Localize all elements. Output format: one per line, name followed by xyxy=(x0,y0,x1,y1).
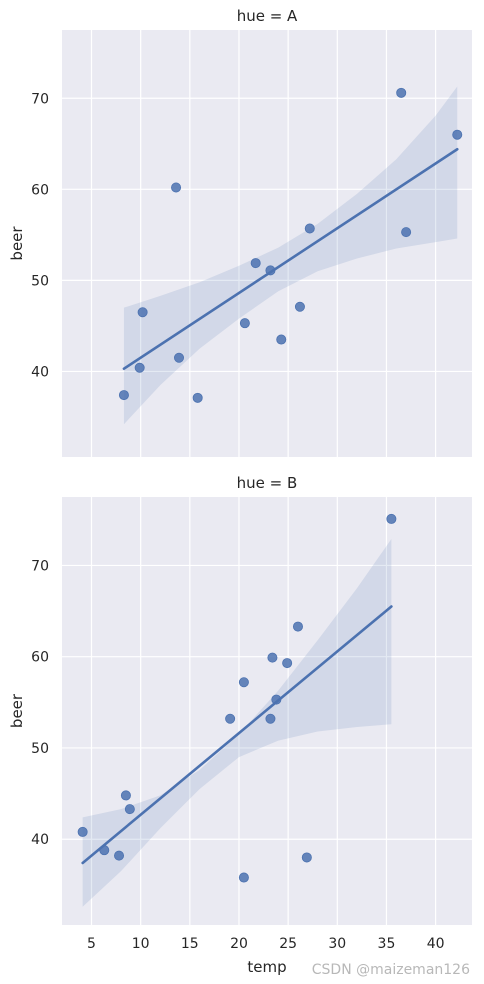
data-point xyxy=(225,713,236,724)
data-point xyxy=(137,307,148,318)
regression-line xyxy=(122,147,459,370)
panel-1: 40 50 60 70 hue = A beer xyxy=(8,7,472,457)
x-tick-label: 5 xyxy=(87,936,96,952)
data-point xyxy=(239,318,250,329)
x-tick-label: 30 xyxy=(328,936,346,952)
data-point xyxy=(452,129,463,140)
data-point xyxy=(401,227,412,238)
y-tick-label: 70 xyxy=(31,91,49,107)
x-tick-label: 20 xyxy=(230,936,248,952)
x-tick-label: 40 xyxy=(427,936,445,952)
confidence-band xyxy=(123,86,458,425)
data-point xyxy=(124,804,135,815)
confidence-band xyxy=(82,538,392,907)
panel-2: 40 50 60 70 hue = B beer xyxy=(8,474,472,925)
y-axis-label: beer xyxy=(8,693,26,728)
data-point xyxy=(120,790,131,801)
x-axis-label: temp xyxy=(247,958,286,976)
y-tick-label: 60 xyxy=(31,182,49,198)
data-point xyxy=(265,713,276,724)
data-point xyxy=(386,513,397,524)
y-tick-label: 60 xyxy=(31,650,49,666)
data-point xyxy=(301,852,312,863)
y-tick-label: 50 xyxy=(31,273,49,289)
plot-area xyxy=(62,30,472,457)
data-point xyxy=(267,652,278,663)
data-point xyxy=(192,392,203,403)
panel-title: hue = B xyxy=(237,474,298,492)
y-tick-label: 70 xyxy=(31,558,49,574)
data-point xyxy=(171,182,182,193)
data-point xyxy=(276,334,287,345)
regression-line xyxy=(81,605,393,865)
y-tick-label: 40 xyxy=(31,832,49,848)
x-tick-label: 25 xyxy=(279,936,297,952)
data-point xyxy=(77,826,88,837)
y-axis-label: beer xyxy=(8,226,26,261)
y-tick-label: 40 xyxy=(31,364,49,380)
x-tick-label: 15 xyxy=(181,936,199,952)
watermark-text: CSDN @maizeman126 xyxy=(311,962,470,978)
data-point xyxy=(304,223,315,234)
data-point xyxy=(292,621,303,632)
x-tick-label: 35 xyxy=(378,936,396,952)
data-point xyxy=(250,258,261,269)
data-point xyxy=(134,362,145,373)
data-point xyxy=(396,87,407,98)
x-tick-label: 10 xyxy=(132,936,150,952)
panel-title: hue = A xyxy=(237,7,298,25)
data-point xyxy=(118,390,129,401)
data-point xyxy=(294,301,305,312)
data-point xyxy=(174,352,185,363)
y-tick-label: 50 xyxy=(31,741,49,757)
data-point xyxy=(114,850,125,861)
data-point xyxy=(238,872,249,883)
data-point xyxy=(238,677,249,688)
data-point xyxy=(282,658,293,669)
